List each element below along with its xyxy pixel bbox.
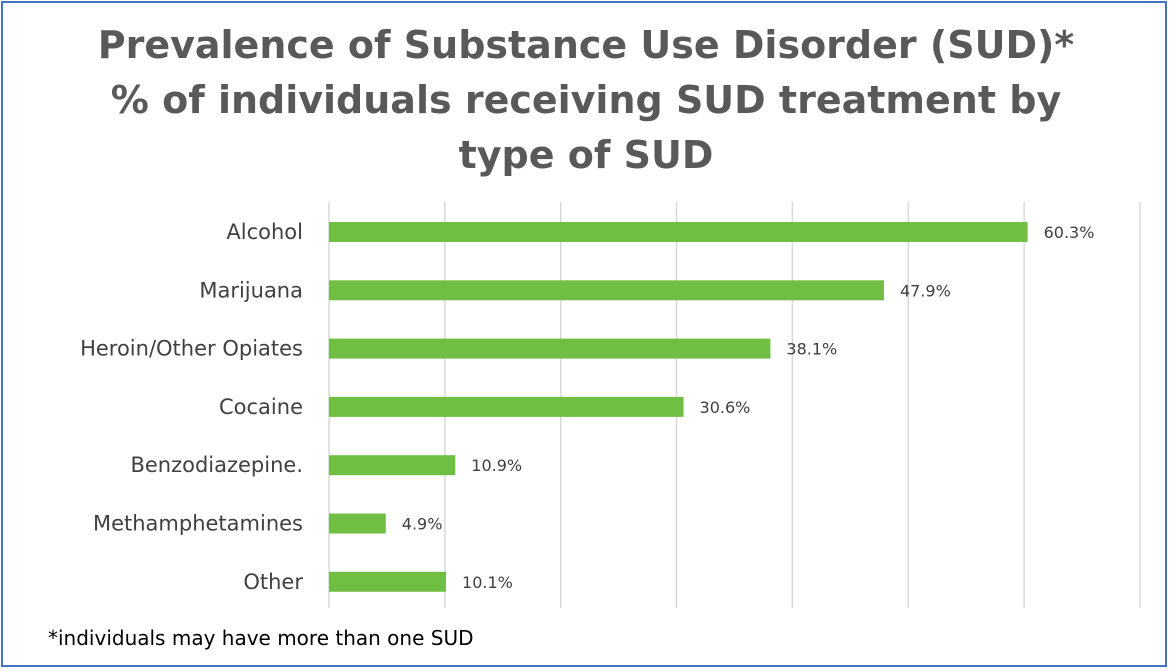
data-label-1: 47.9%: [900, 281, 951, 300]
category-label-6: Other: [243, 570, 303, 594]
category-label-2: Heroin/Other Opiates: [80, 337, 303, 361]
bar-3: [329, 396, 684, 417]
data-label-0: 60.3%: [1044, 223, 1095, 242]
data-label-3: 30.6%: [700, 398, 751, 417]
bar-chart: Alcohol 60.3% Marijuana 47.9% Heroin/Other O…: [80, 202, 1141, 608]
category-label-1: Marijuana: [199, 278, 303, 302]
bar-4: [329, 455, 456, 476]
data-label-6: 10.1%: [462, 573, 513, 592]
category-label-0: Alcohol: [226, 220, 303, 244]
chart-title: Prevalence of Substance Use Disorder (SU…: [0, 18, 1172, 183]
category-label-5: Methamphetamines: [93, 512, 303, 536]
labels: Alcohol 60.3% Marijuana 47.9% Heroin/Other O…: [80, 220, 1094, 594]
data-label-4: 10.9%: [471, 456, 522, 475]
chart-title-line-2: % of individuals receiving SUD treatment…: [110, 78, 1062, 122]
data-label-2: 38.1%: [786, 340, 837, 359]
chart-title-line-1: Prevalence of Substance Use Disorder (SU…: [97, 23, 1075, 67]
category-label-4: Benzodiazepine.: [130, 453, 303, 477]
data-label-5: 4.9%: [402, 515, 443, 534]
bar-5: [329, 513, 386, 534]
chart-title-line-3: type of SUD: [458, 133, 714, 177]
footnote: *individuals may have more than one SUD: [48, 626, 474, 650]
bar-0: [329, 222, 1028, 242]
bars: [329, 222, 1028, 592]
bar-1: [329, 280, 884, 301]
bar-6: [329, 571, 447, 592]
category-label-3: Cocaine: [219, 395, 303, 419]
bar-2: [329, 338, 771, 359]
